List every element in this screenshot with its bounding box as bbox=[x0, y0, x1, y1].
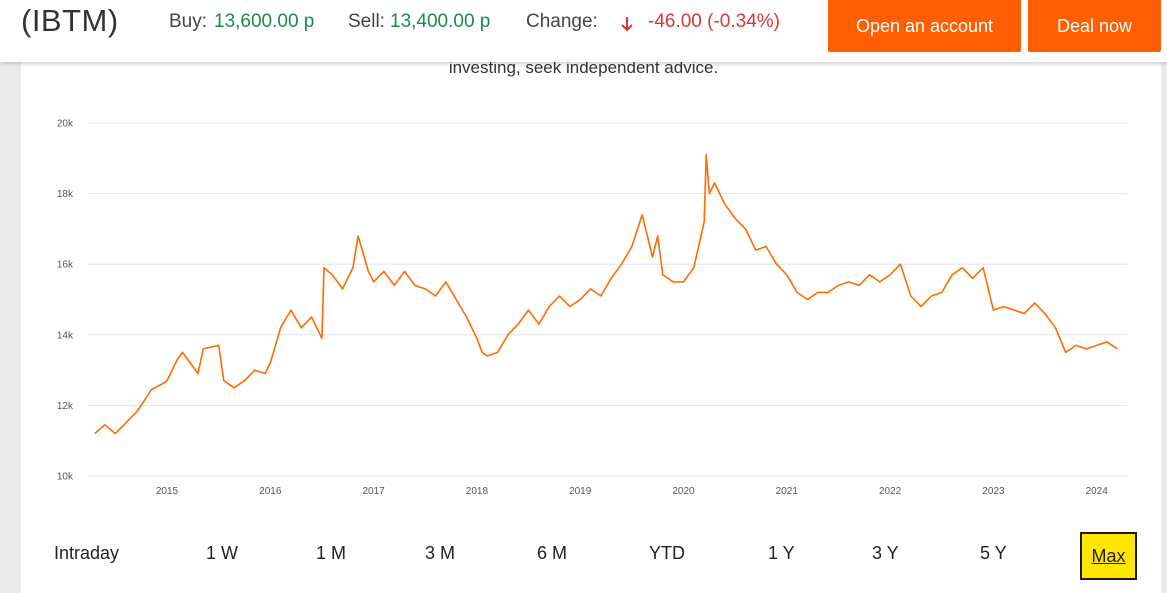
open-account-button[interactable]: Open an account bbox=[828, 0, 1021, 52]
x-tick-label: 2023 bbox=[982, 486, 1005, 497]
range-intraday[interactable]: Intraday bbox=[54, 543, 120, 563]
ticker-symbol: (IBTM) bbox=[21, 3, 119, 38]
y-tick-label: 12k bbox=[57, 401, 74, 412]
x-tick-label: 2016 bbox=[259, 486, 282, 497]
x-tick-label: 2018 bbox=[466, 486, 489, 497]
x-tick-label: 2020 bbox=[672, 486, 695, 497]
price-change: -46.00 (-0.34%) bbox=[648, 11, 781, 32]
disclaimer-text: investing, seek independent advice. bbox=[448, 58, 719, 77]
arrow-down-icon bbox=[621, 17, 633, 32]
y-tick-label: 20k bbox=[57, 119, 74, 130]
x-tick-label: 2024 bbox=[1086, 486, 1109, 497]
sell-label: Sell: bbox=[348, 11, 385, 32]
range-5y[interactable]: 5 Y bbox=[980, 543, 1007, 563]
y-tick-label: 18k bbox=[57, 189, 74, 200]
y-tick-label: 16k bbox=[57, 260, 74, 271]
chart-card bbox=[21, 0, 1161, 593]
x-tick-label: 2015 bbox=[156, 486, 179, 497]
range-ytd[interactable]: YTD bbox=[649, 543, 685, 563]
x-tick-label: 2019 bbox=[569, 486, 592, 497]
price-series-line bbox=[94, 154, 1118, 435]
quote-header: (IBTM) Buy: 13,600.00 p Sell: 13,400.00 … bbox=[0, 0, 1167, 62]
x-tick-label: 2017 bbox=[362, 486, 385, 497]
y-tick-label: 14k bbox=[57, 330, 74, 341]
range-1m[interactable]: 1 M bbox=[316, 543, 347, 563]
change-label: Change: bbox=[526, 11, 598, 32]
buy-price: 13,600.00 p bbox=[214, 11, 315, 32]
x-tick-label: 2021 bbox=[776, 486, 799, 497]
sell-price: 13,400.00 p bbox=[390, 11, 491, 32]
range-3y[interactable]: 3 Y bbox=[872, 543, 899, 563]
range-6m[interactable]: 6 M bbox=[537, 543, 568, 563]
deal-now-button[interactable]: Deal now bbox=[1028, 0, 1161, 52]
buy-label: Buy: bbox=[169, 11, 208, 32]
x-tick-label: 2022 bbox=[879, 486, 902, 497]
range-3m[interactable]: 3 M bbox=[425, 543, 456, 563]
range-1y[interactable]: 1 Y bbox=[768, 543, 795, 563]
range-1w[interactable]: 1 W bbox=[206, 543, 239, 563]
range-max[interactable]: Max bbox=[1080, 532, 1137, 580]
y-tick-label: 10k bbox=[57, 472, 74, 483]
